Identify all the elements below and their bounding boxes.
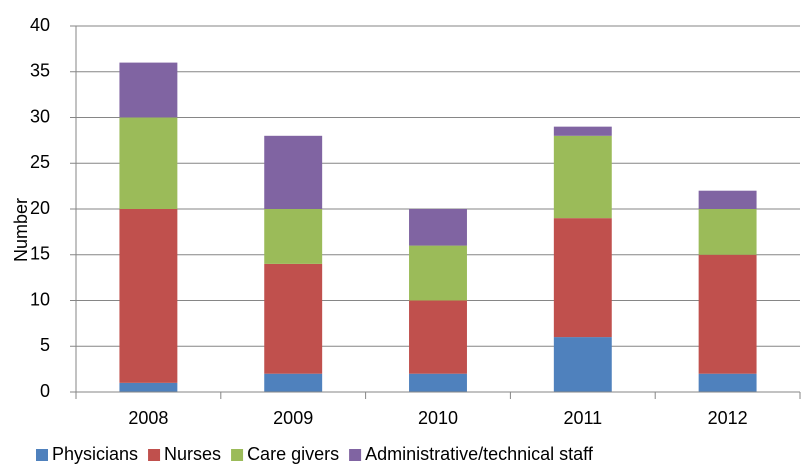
bar-segment <box>264 373 323 392</box>
legend-swatch <box>36 449 48 461</box>
bar-segment <box>409 373 467 392</box>
y-tick-label: 0 <box>40 381 50 401</box>
bar-segment <box>553 126 612 136</box>
bar-segment <box>698 209 757 255</box>
bar-segment <box>409 300 467 374</box>
y-tick-label: 15 <box>30 244 50 264</box>
bar-segment <box>698 190 757 209</box>
legend-swatch <box>349 449 362 461</box>
y-tick-label: 40 <box>30 15 50 35</box>
bar-segment <box>119 117 178 209</box>
bar-segment <box>119 62 178 118</box>
bar-segment <box>119 382 178 392</box>
y-tick-label: 30 <box>30 106 50 126</box>
legend-label: Nurses <box>164 444 221 464</box>
x-tick-label: 2010 <box>418 408 458 428</box>
x-tick-label: 2012 <box>708 408 748 428</box>
bar-segment <box>409 245 467 301</box>
legend-swatch <box>231 449 244 461</box>
y-tick-label: 25 <box>30 152 50 172</box>
legend-label: Care givers <box>247 444 339 464</box>
bar-segment <box>264 209 323 264</box>
bar-segment <box>698 373 757 392</box>
bar-segment <box>553 135 612 219</box>
y-tick-label: 5 <box>40 335 50 355</box>
legend-label: Physicians <box>52 444 138 464</box>
y-tick-label: 20 <box>30 198 50 218</box>
y-axis-label: Number <box>11 198 31 262</box>
bar-segment <box>119 209 178 383</box>
bar-segment <box>553 337 612 392</box>
legend-label: Administrative/technical staff <box>365 444 594 464</box>
bar-segment <box>409 209 467 246</box>
bar-segment <box>264 263 323 374</box>
x-tick-label: 2011 <box>563 408 602 428</box>
bar-segment <box>698 254 757 374</box>
y-tick-label: 35 <box>30 61 50 81</box>
legend-swatch <box>148 449 161 461</box>
x-tick-label: 2009 <box>273 408 313 428</box>
y-tick-label: 10 <box>30 289 50 309</box>
bar-segment <box>553 218 612 338</box>
x-tick-label: 2008 <box>128 408 168 428</box>
bar-segment <box>264 135 323 209</box>
